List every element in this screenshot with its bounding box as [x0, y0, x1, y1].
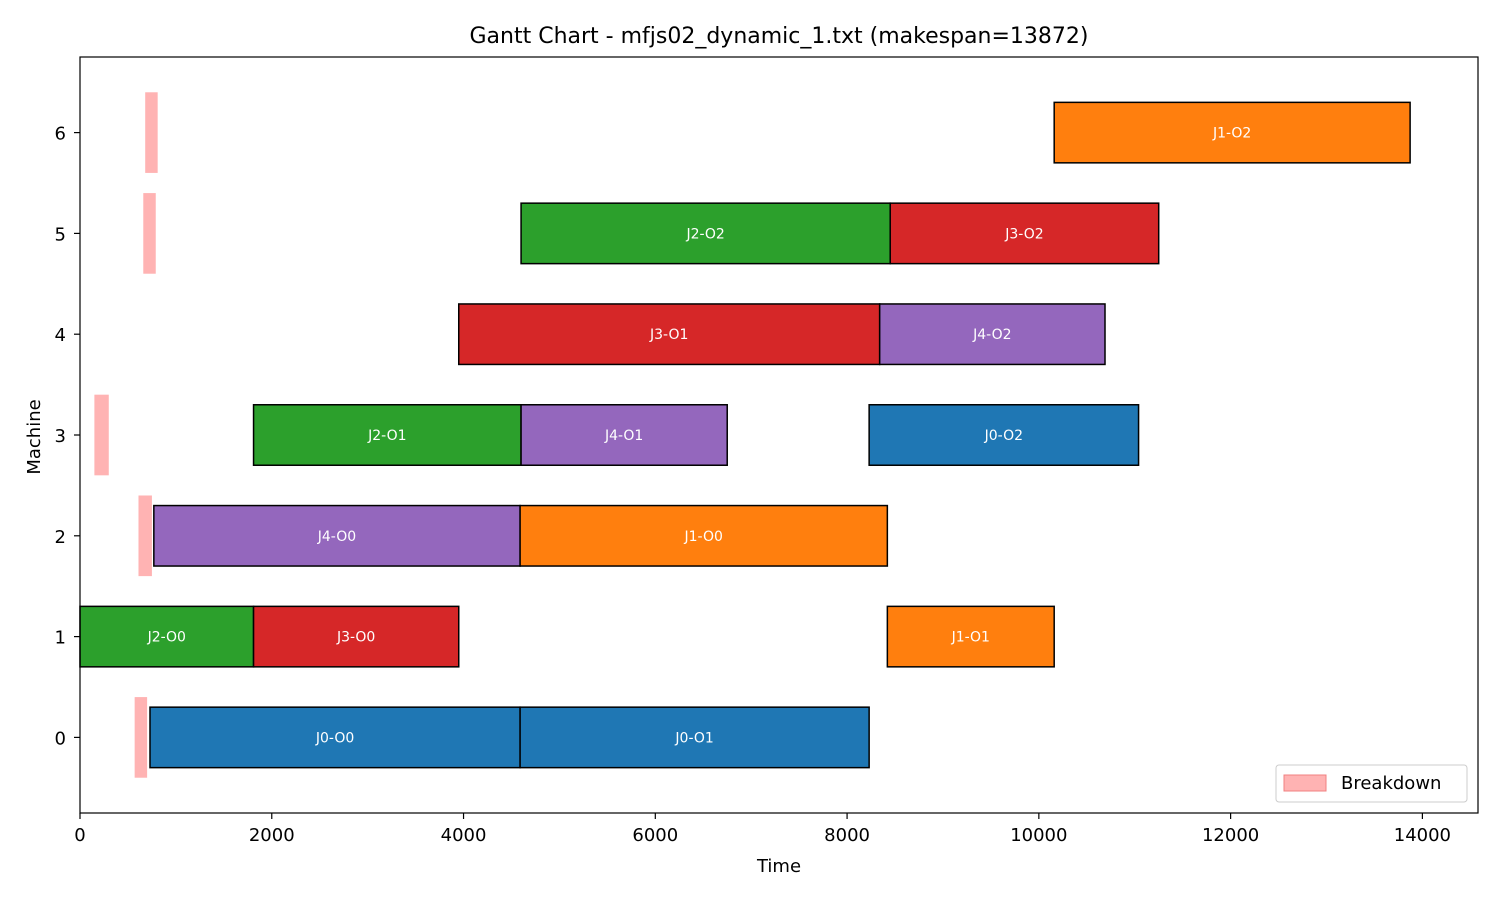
breakdowns-layer: [94, 92, 158, 778]
x-tick-label: 10000: [1010, 825, 1067, 846]
operation-label: J0-O0: [315, 730, 354, 746]
breakdown-mark: [134, 697, 148, 778]
x-tick-label: 6000: [632, 825, 678, 846]
x-tick-label: 0: [74, 825, 85, 846]
breakdown-mark: [94, 394, 109, 476]
operation-bar: J4-O2: [878, 303, 1106, 366]
operation-bar: J0-O1: [519, 706, 870, 769]
operation-bar-rect: [886, 605, 1055, 668]
breakdown-mark: [143, 193, 156, 274]
y-tick-label: 0: [55, 728, 66, 749]
x-tick-label: 4000: [441, 825, 487, 846]
operation-bar-rect: [519, 706, 870, 769]
operation-bar-rect: [520, 404, 728, 466]
operation-label: J4-O0: [317, 529, 356, 545]
operation-bar: J4-O1: [520, 404, 728, 466]
y-axis-label: Machine: [24, 399, 45, 474]
operation-bar: J3-O1: [457, 303, 881, 366]
operation-label: J2-O1: [367, 428, 406, 444]
legend-frame: [1275, 764, 1468, 803]
y-tick-label: 3: [55, 426, 66, 447]
x-axis-label: Time: [756, 856, 801, 877]
chart-title: Gantt Chart - mfjs02_dynamic_1.txt (make…: [470, 24, 1089, 49]
operation-label: J1-O1: [951, 630, 990, 646]
x-tick-label: 2000: [249, 825, 295, 846]
y-tick-label: 4: [55, 325, 66, 346]
operation-label: J1-O0: [684, 529, 723, 545]
operation-bar-rect: [153, 504, 521, 567]
operation-label: J0-O1: [674, 730, 713, 746]
operation-bar: J1-O2: [1053, 101, 1411, 164]
operation-bar: J0-O2: [868, 404, 1140, 466]
operation-bar-rect: [1053, 101, 1411, 164]
operation-label: J1-O2: [1212, 126, 1251, 142]
y-tick-label: 5: [55, 224, 66, 245]
operation-bar-rect: [252, 605, 460, 668]
legend: Breakdown: [1275, 764, 1468, 803]
x-tick-label: 8000: [824, 825, 870, 846]
operation-bar: J1-O0: [519, 504, 889, 567]
breakdown-mark: [138, 495, 152, 577]
y-tick-label: 6: [55, 124, 66, 145]
y-axis-ticks: 0 1 2 3 4 5 6: [55, 124, 80, 749]
operation-bar: J3-O0: [252, 605, 460, 668]
y-tick-label: 1: [55, 628, 66, 649]
operation-bar: J2-O2: [520, 202, 891, 265]
y-tick-label: 2: [55, 527, 66, 548]
operation-label: J2-O0: [147, 630, 186, 646]
operation-bar-rect: [252, 404, 522, 466]
operation-bar-rect: [868, 404, 1140, 466]
operation-bar: J1-O1: [886, 605, 1055, 668]
operation-bar: J3-O2: [889, 202, 1160, 265]
operation-label: J3-O2: [1004, 226, 1043, 242]
operation-bar: J0-O0: [149, 706, 521, 769]
operation-bar-rect: [149, 706, 521, 769]
operation-label: J3-O1: [649, 327, 688, 343]
operation-label: J4-O1: [604, 428, 643, 444]
bars-layer: J0-O0 J0-O1 J2-O0 J3-O0 J1-O1 J4-O0 J1-O0 J2-O1…: [79, 101, 1411, 769]
operation-bar-rect: [878, 303, 1106, 366]
operation-bar: J2-O1: [252, 404, 522, 466]
operation-bar: J2-O0: [79, 605, 255, 668]
operation-bar-rect: [889, 202, 1160, 265]
operation-bar-rect: [520, 202, 891, 265]
legend-breakdown-swatch: [1283, 774, 1327, 792]
x-tick-label: 12000: [1202, 825, 1259, 846]
operation-label: J3-O0: [336, 630, 375, 646]
x-tick-label: 14000: [1394, 825, 1451, 846]
breakdown-mark: [145, 92, 158, 173]
operation-bar-rect: [79, 605, 255, 668]
operation-label: J2-O2: [685, 226, 724, 242]
operation-label: J0-O2: [984, 428, 1023, 444]
operation-label: J4-O2: [972, 327, 1011, 343]
x-axis-ticks: 0 2000 4000 6000 8000 10000 12000 14000: [74, 813, 1451, 846]
legend-breakdown-label: Breakdown: [1341, 773, 1441, 794]
operation-bar: J4-O0: [153, 504, 521, 567]
operation-bar-rect: [519, 504, 889, 567]
